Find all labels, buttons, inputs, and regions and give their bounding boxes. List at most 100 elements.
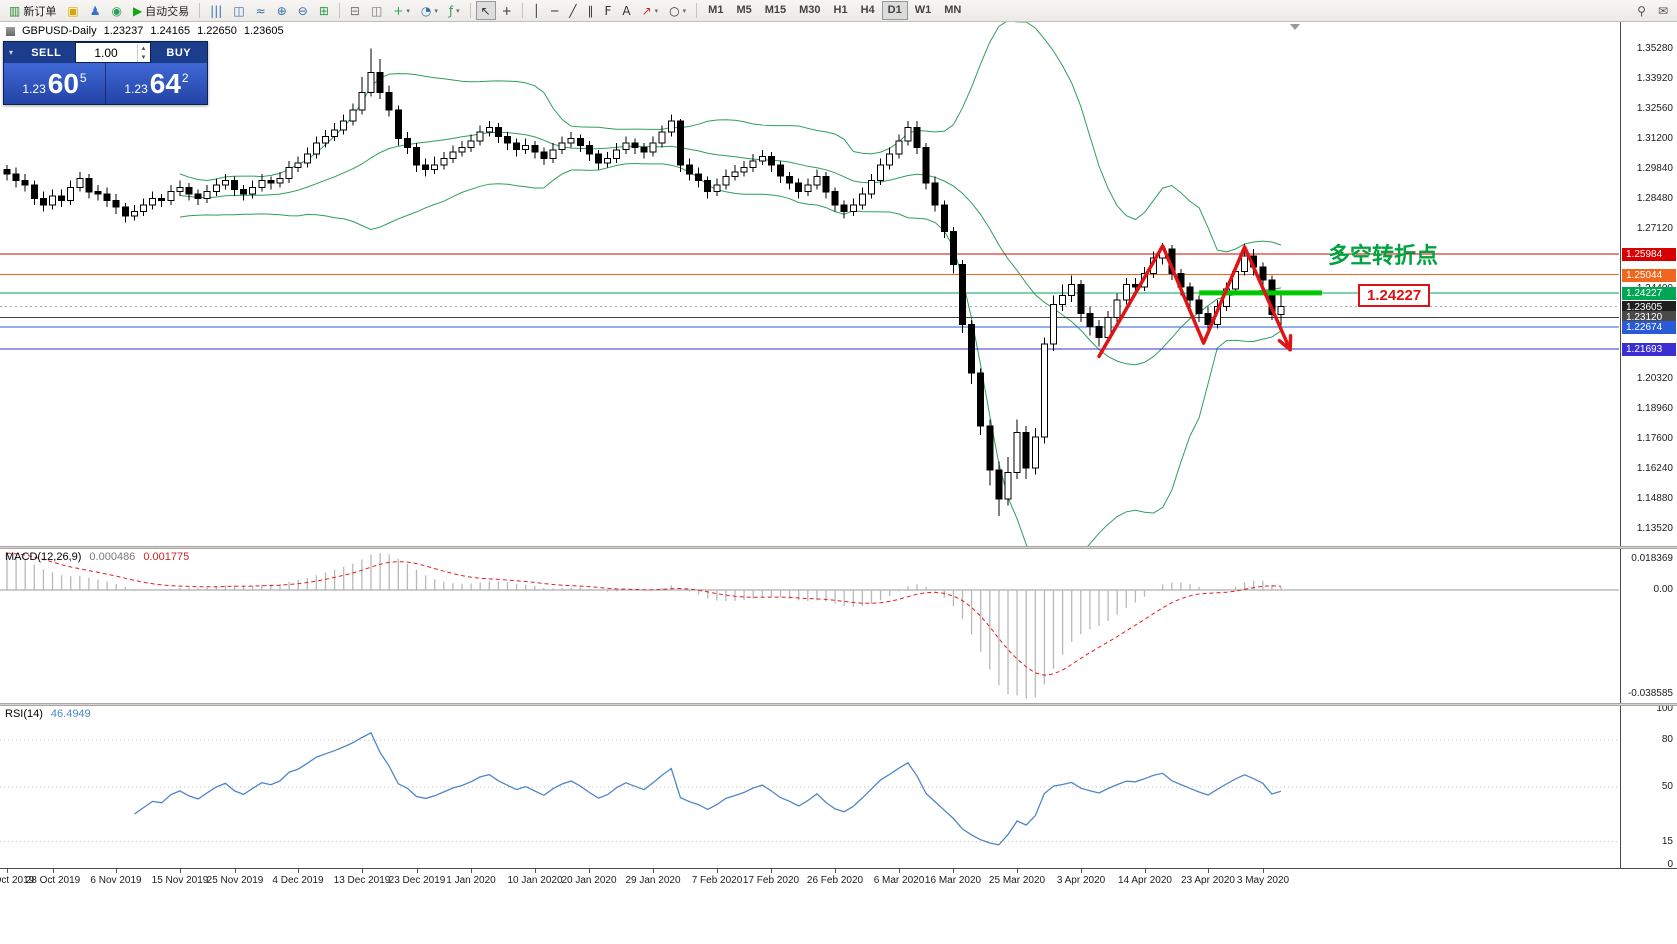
cursor-button[interactable]: ↖ [475,1,496,20]
chart-shift-marker[interactable] [1290,24,1300,30]
caret-down-icon: ▾ [456,7,460,15]
cascade-windows-icon: ◫ [370,3,383,18]
profile-button[interactable]: ♟ [85,1,106,20]
tile-windows-button[interactable]: ⊞ [314,1,334,20]
horizontal-line-button[interactable]: ─ [546,1,563,20]
axis-tick: 1.31200 [1636,133,1673,144]
date-label: 23 Dec 2019 [388,875,446,886]
zigzag-drawing[interactable] [1097,244,1293,359]
toolbar-separator [338,3,340,18]
panel-separator[interactable] [0,703,1677,706]
periods-button[interactable]: ◔ ▾ [416,1,443,20]
low-value: 1.22650 [197,25,237,37]
time-tick [116,869,117,873]
symbol-label: GBPUSD-Daily [22,25,97,37]
candlestick-icon: ◫ [233,3,245,18]
timeframe-h1-button[interactable]: H1 [833,4,848,16]
axis-tick: 1.18960 [1636,403,1673,414]
crosshair-icon: + [501,3,512,18]
channel-button[interactable]: ∥ [582,1,598,20]
line-chart-button[interactable]: ≈ [251,1,271,20]
timeframe-m15-button[interactable]: M15 [764,4,787,16]
buy-price-button[interactable]: 1.23 64 2 [106,63,207,104]
macd-histogram [6,553,1282,699]
autotrading-play-icon: ▶ [132,3,143,18]
sell-button[interactable]: SELL [31,46,62,59]
timeframe-w1-button[interactable]: W1 [914,4,932,16]
rsi-header: RSI(14) 46.4949 [5,708,91,720]
buy-button[interactable]: BUY [166,46,192,59]
toolbar-separator [469,3,471,18]
autotrading-button[interactable]: ▶ 自动交易 [128,1,194,20]
price-badge: 1.21693 [1622,343,1676,356]
macd-axis[interactable]: 0.018369 0.00 -0.038585 [1620,549,1677,703]
timeframe-h4-button[interactable]: H4 [860,4,875,16]
new-order-button[interactable]: ▥ 新订单 [4,1,61,20]
trendline-button[interactable]: ╱ [564,1,581,20]
new-chart-button[interactable]: + ▾ [388,1,415,20]
crosshair-button[interactable]: + [497,1,517,20]
sell-price-prefix: 1.23 [22,81,46,96]
zoom-in-icon: ⊕ [276,3,287,18]
axis-tick: 1.13520 [1636,523,1673,534]
turning-point-annotation[interactable]: 多空转折点 [1328,243,1439,268]
main-chart-plot[interactable]: GBPUSD-Daily 1.23237 1.24165 1.22650 1.2… [0,22,1620,546]
rsi-plot[interactable]: RSI(14) 46.4949 [0,706,1620,868]
date-label: 3 May 2020 [1236,875,1290,886]
shapes-button[interactable]: ○ ▾ [664,1,691,20]
date-label: 21 Oct 2019 [0,875,35,886]
caret-down-icon: ▾ [434,7,438,15]
axis-tick: 1.29840 [1636,163,1673,174]
new-chart-icon: + [393,3,404,18]
chart-window: GBPUSD-Daily 1.23237 1.24165 1.22650 1.2… [0,22,1677,944]
fibonacci-icon: F [604,3,612,18]
axis-tick: 0 [1667,859,1673,868]
new-order-button-label: 新订单 [23,5,57,18]
clock-icon: ◔ [420,3,432,18]
zoom-in-button[interactable]: ⊕ [272,1,292,20]
collapse-panel-icon[interactable]: ▾ [8,48,13,57]
fibonacci-button[interactable]: F [599,1,616,20]
volume-up-button[interactable]: ▴ [141,44,146,52]
axis-tick: 1.17600 [1636,433,1673,444]
timeframe-m1-button[interactable]: M1 [708,4,724,16]
rsi-line [134,732,1282,846]
candlestick-chart-button[interactable]: ◫ [228,1,249,20]
time-tick [953,869,954,873]
macd-main-value: 0.000486 [89,551,136,563]
timeframe-mn-button[interactable]: MN [944,4,962,16]
macd-plot[interactable]: MACD(12,26,9) 0.000486 0.001775 [0,549,1620,703]
search-button[interactable]: ⚲ [1632,1,1651,20]
panel-separator[interactable] [0,546,1677,549]
cursor-icon: ↖ [480,3,491,18]
volume-input[interactable] [75,45,137,60]
arrows-button[interactable]: ↗ ▾ [637,1,664,20]
community-button[interactable]: ◉ [106,1,126,20]
buy-price-prefix: 1.23 [124,81,148,96]
market-quotes-button[interactable]: ▣ [62,1,83,20]
cascade-windows-button[interactable]: ◫ [366,1,387,20]
macd-header: MACD(12,26,9) 0.000486 0.001775 [5,551,189,563]
arrange-windows-button[interactable]: ⊟ [345,1,365,20]
sell-price-button[interactable]: 1.23 60 5 [4,63,106,104]
timeframe-d1-button[interactable]: D1 [881,1,908,20]
timeframe-m30-button[interactable]: M30 [799,4,821,16]
macd-row: MACD(12,26,9) 0.000486 0.001775 0.018369… [0,549,1677,703]
time-tick [362,869,363,873]
rsi-value: 46.4949 [50,708,91,720]
bar-chart-button[interactable]: ||| [205,1,227,20]
timeframe-m5-button[interactable]: M5 [736,4,752,16]
inbox-button[interactable]: ✉ [1653,1,1673,20]
volume-down-button[interactable]: ▾ [141,53,146,61]
time-tick [1145,869,1146,873]
time-tick [535,869,536,873]
time-tick [589,869,590,873]
price-callout-label[interactable]: 1.24227 [1358,284,1431,307]
zoom-out-button[interactable]: ⊖ [293,1,313,20]
indicators-button[interactable]: ƒ ▾ [444,1,465,20]
rsi-axis[interactable]: 100 80 50 15 0 [1620,706,1677,868]
price-axis[interactable]: 1.35280 1.33920 1.32560 1.31200 1.29840 1.284… [1620,22,1677,546]
text-button[interactable]: A [617,1,635,20]
vertical-line-button[interactable]: │ [528,1,545,20]
